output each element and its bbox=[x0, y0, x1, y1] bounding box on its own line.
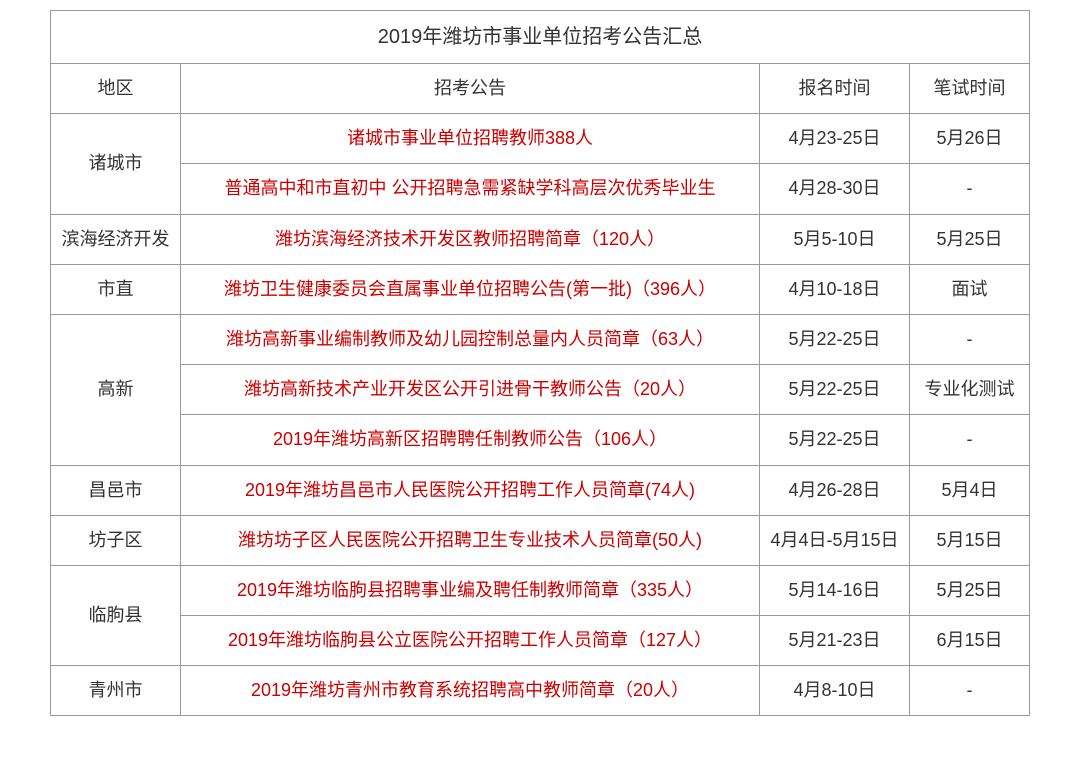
exam-time-cell: - bbox=[910, 666, 1030, 716]
col-header-reg: 报名时间 bbox=[760, 64, 910, 114]
notice-link[interactable]: 2019年潍坊临朐县公立医院公开招聘工作人员简章（127人） bbox=[228, 630, 712, 650]
notice-cell: 诸城市事业单位招聘教师388人 bbox=[181, 114, 760, 164]
table-row: 临朐县 2019年潍坊临朐县招聘事业编及聘任制教师简章（335人） 5月14-1… bbox=[51, 565, 1030, 615]
reg-time-cell: 4月26-28日 bbox=[760, 465, 910, 515]
notice-link[interactable]: 2019年潍坊昌邑市人民医院公开招聘工作人员简章(74人) bbox=[245, 480, 695, 500]
table-row: 诸城市 诸城市事业单位招聘教师388人 4月23-25日 5月26日 bbox=[51, 114, 1030, 164]
exam-time-cell: 5月15日 bbox=[910, 515, 1030, 565]
region-cell: 青州市 bbox=[51, 666, 181, 716]
reg-time-cell: 4月8-10日 bbox=[760, 666, 910, 716]
exam-time-cell: 专业化测试 bbox=[910, 365, 1030, 415]
recruitment-table: 2019年潍坊市事业单位招考公告汇总 地区 招考公告 报名时间 笔试时间 诸城市… bbox=[50, 10, 1030, 716]
reg-time-cell: 5月22-25日 bbox=[760, 314, 910, 364]
notice-cell: 2019年潍坊青州市教育系统招聘高中教师简章（20人） bbox=[181, 666, 760, 716]
notice-link[interactable]: 潍坊坊子区人民医院公开招聘卫生专业技术人员简章(50人) bbox=[238, 530, 702, 550]
notice-cell: 普通高中和市直初中 公开招聘急需紧缺学科高层次优秀毕业生 bbox=[181, 164, 760, 214]
reg-time-cell: 4月28-30日 bbox=[760, 164, 910, 214]
reg-time-cell: 5月22-25日 bbox=[760, 365, 910, 415]
notice-link[interactable]: 2019年潍坊青州市教育系统招聘高中教师简章（20人） bbox=[251, 680, 689, 700]
exam-time-cell: - bbox=[910, 164, 1030, 214]
notice-link[interactable]: 潍坊高新技术产业开发区公开引进骨干教师公告（20人） bbox=[244, 379, 696, 399]
region-cell: 诸城市 bbox=[51, 114, 181, 214]
region-cell: 市直 bbox=[51, 264, 181, 314]
exam-time-cell: 5月25日 bbox=[910, 214, 1030, 264]
exam-time-cell: - bbox=[910, 415, 1030, 465]
col-header-exam: 笔试时间 bbox=[910, 64, 1030, 114]
table-title: 2019年潍坊市事业单位招考公告汇总 bbox=[51, 11, 1030, 64]
reg-time-cell: 4月10-18日 bbox=[760, 264, 910, 314]
reg-time-cell: 5月21-23日 bbox=[760, 616, 910, 666]
table-row: 2019年潍坊高新区招聘聘任制教师公告（106人） 5月22-25日 - bbox=[51, 415, 1030, 465]
notice-link[interactable]: 潍坊滨海经济技术开发区教师招聘简章（120人） bbox=[275, 229, 665, 249]
exam-time-cell: 5月4日 bbox=[910, 465, 1030, 515]
col-header-notice: 招考公告 bbox=[181, 64, 760, 114]
notice-cell: 2019年潍坊临朐县公立医院公开招聘工作人员简章（127人） bbox=[181, 616, 760, 666]
exam-time-cell: 5月25日 bbox=[910, 565, 1030, 615]
reg-time-cell: 5月22-25日 bbox=[760, 415, 910, 465]
table-row: 2019年潍坊临朐县公立医院公开招聘工作人员简章（127人） 5月21-23日 … bbox=[51, 616, 1030, 666]
notice-cell: 2019年潍坊昌邑市人民医院公开招聘工作人员简章(74人) bbox=[181, 465, 760, 515]
table-row: 潍坊高新技术产业开发区公开引进骨干教师公告（20人） 5月22-25日 专业化测… bbox=[51, 365, 1030, 415]
notice-cell: 潍坊高新技术产业开发区公开引进骨干教师公告（20人） bbox=[181, 365, 760, 415]
region-cell: 坊子区 bbox=[51, 515, 181, 565]
table-row: 滨海经济开发 潍坊滨海经济技术开发区教师招聘简章（120人） 5月5-10日 5… bbox=[51, 214, 1030, 264]
notice-cell: 2019年潍坊临朐县招聘事业编及聘任制教师简章（335人） bbox=[181, 565, 760, 615]
exam-time-cell: 5月26日 bbox=[910, 114, 1030, 164]
reg-time-cell: 4月4日-5月15日 bbox=[760, 515, 910, 565]
region-cell: 昌邑市 bbox=[51, 465, 181, 515]
notice-cell: 2019年潍坊高新区招聘聘任制教师公告（106人） bbox=[181, 415, 760, 465]
table-row: 市直 潍坊卫生健康委员会直属事业单位招聘公告(第一批)（396人） 4月10-1… bbox=[51, 264, 1030, 314]
table-row: 普通高中和市直初中 公开招聘急需紧缺学科高层次优秀毕业生 4月28-30日 - bbox=[51, 164, 1030, 214]
notice-cell: 潍坊坊子区人民医院公开招聘卫生专业技术人员简章(50人) bbox=[181, 515, 760, 565]
table-row: 坊子区 潍坊坊子区人民医院公开招聘卫生专业技术人员简章(50人) 4月4日-5月… bbox=[51, 515, 1030, 565]
notice-link[interactable]: 普通高中和市直初中 公开招聘急需紧缺学科高层次优秀毕业生 bbox=[225, 178, 716, 198]
region-cell: 滨海经济开发 bbox=[51, 214, 181, 264]
notice-link[interactable]: 诸城市事业单位招聘教师388人 bbox=[347, 128, 593, 148]
notice-cell: 潍坊卫生健康委员会直属事业单位招聘公告(第一批)（396人） bbox=[181, 264, 760, 314]
region-cell: 临朐县 bbox=[51, 565, 181, 665]
notice-cell: 潍坊高新事业编制教师及幼儿园控制总量内人员简章（63人） bbox=[181, 314, 760, 364]
table-title-row: 2019年潍坊市事业单位招考公告汇总 bbox=[51, 11, 1030, 64]
exam-time-cell: - bbox=[910, 314, 1030, 364]
notice-cell: 潍坊滨海经济技术开发区教师招聘简章（120人） bbox=[181, 214, 760, 264]
table-row: 青州市 2019年潍坊青州市教育系统招聘高中教师简章（20人） 4月8-10日 … bbox=[51, 666, 1030, 716]
table-row: 昌邑市 2019年潍坊昌邑市人民医院公开招聘工作人员简章(74人) 4月26-2… bbox=[51, 465, 1030, 515]
exam-time-cell: 面试 bbox=[910, 264, 1030, 314]
table-header-row: 地区 招考公告 报名时间 笔试时间 bbox=[51, 64, 1030, 114]
reg-time-cell: 4月23-25日 bbox=[760, 114, 910, 164]
table-row: 高新 潍坊高新事业编制教师及幼儿园控制总量内人员简章（63人） 5月22-25日… bbox=[51, 314, 1030, 364]
exam-time-cell: 6月15日 bbox=[910, 616, 1030, 666]
reg-time-cell: 5月14-16日 bbox=[760, 565, 910, 615]
notice-link[interactable]: 潍坊高新事业编制教师及幼儿园控制总量内人员简章（63人） bbox=[226, 329, 714, 349]
reg-time-cell: 5月5-10日 bbox=[760, 214, 910, 264]
notice-link[interactable]: 潍坊卫生健康委员会直属事业单位招聘公告(第一批)（396人） bbox=[224, 279, 716, 299]
region-cell: 高新 bbox=[51, 314, 181, 465]
table-wrapper: 2019年潍坊市事业单位招考公告汇总 地区 招考公告 报名时间 笔试时间 诸城市… bbox=[0, 0, 1080, 736]
notice-link[interactable]: 2019年潍坊高新区招聘聘任制教师公告（106人） bbox=[273, 429, 667, 449]
notice-link[interactable]: 2019年潍坊临朐县招聘事业编及聘任制教师简章（335人） bbox=[237, 580, 703, 600]
col-header-region: 地区 bbox=[51, 64, 181, 114]
